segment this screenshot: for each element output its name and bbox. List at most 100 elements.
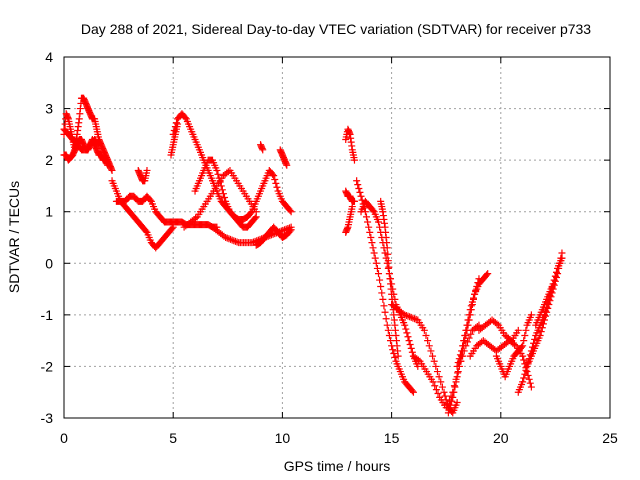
data-point-trail <box>544 304 552 312</box>
data-point-trail <box>537 328 545 336</box>
data-point-trail <box>424 337 432 345</box>
data-point <box>401 321 409 329</box>
data-point-trail <box>409 314 417 322</box>
data-point-trail <box>454 368 462 376</box>
data-point <box>228 236 236 244</box>
data-point-trail <box>456 351 464 359</box>
data-point-trail <box>168 224 176 232</box>
data-point-trail <box>520 337 528 345</box>
data-point <box>350 197 358 205</box>
data-point-trail <box>402 312 410 320</box>
data-point-trail <box>181 114 189 122</box>
data-point <box>252 213 260 221</box>
x-tick-label: 5 <box>169 430 177 446</box>
data-point-trail <box>461 331 469 339</box>
data-point-trail <box>518 343 526 351</box>
data-point-trail <box>493 320 501 328</box>
data-series <box>342 187 358 205</box>
data-point <box>549 280 557 288</box>
data-series <box>60 125 103 154</box>
y-tick-label: -1 <box>41 307 54 323</box>
data-series <box>134 166 151 185</box>
data-point <box>453 373 461 381</box>
data-point-trail <box>510 341 518 349</box>
data-point-trail <box>429 352 437 360</box>
data-point-trail <box>233 238 241 246</box>
data-point-trail <box>411 315 419 323</box>
data-point-trail <box>390 350 398 358</box>
data-point-trail <box>432 362 440 370</box>
data-series <box>180 166 260 231</box>
data-point-trail <box>521 331 529 339</box>
data-point-trail <box>414 356 422 364</box>
data-point-trail <box>273 183 281 191</box>
data-point-trail <box>364 218 372 226</box>
x-tick-label: 10 <box>275 430 291 446</box>
data-point <box>453 399 461 407</box>
data-point <box>379 295 387 303</box>
data-point-trail <box>526 379 534 387</box>
data-point-trail <box>431 382 439 390</box>
data-series <box>191 156 260 231</box>
data-point-trail <box>362 213 370 221</box>
data-point <box>433 368 441 376</box>
data-point-trail <box>381 308 389 316</box>
y-tick-label: 4 <box>45 49 53 65</box>
data-point-trail <box>412 315 420 323</box>
data-point <box>449 393 457 401</box>
y-axis-label: SDTVAR / TECUs <box>6 181 22 293</box>
data-point <box>353 177 361 185</box>
data-point-trail <box>459 342 467 350</box>
data-point <box>442 404 450 412</box>
data-point-trail <box>437 378 445 386</box>
data-point-trail <box>365 223 373 231</box>
data-point-trail <box>552 268 560 276</box>
data-point <box>484 270 492 278</box>
data-point-trail <box>214 170 222 178</box>
data-point-trail <box>373 264 381 272</box>
data-point <box>409 388 417 396</box>
data-point-trail <box>551 272 559 280</box>
data-point <box>370 249 378 257</box>
data-point <box>519 342 527 350</box>
data-series <box>342 125 358 164</box>
data-point-trail <box>225 235 233 243</box>
data-point-trail <box>467 302 475 310</box>
data-point-trail <box>224 168 232 176</box>
data-point-trail <box>286 227 294 235</box>
data-point-trail <box>522 366 530 374</box>
data-point-trail <box>465 311 473 319</box>
plot-frame <box>63 56 611 419</box>
data-point-trail <box>435 373 443 381</box>
data-point-trail <box>506 335 514 343</box>
data-point-trail <box>223 234 231 242</box>
data-point <box>444 409 452 417</box>
data-point <box>248 239 256 247</box>
data-point-trail <box>230 237 238 245</box>
data-point-trail <box>404 333 412 341</box>
data-point <box>440 388 448 396</box>
data-point <box>213 166 221 174</box>
data-point <box>462 326 470 334</box>
data-point-trail <box>391 353 399 361</box>
y-tick-label: 1 <box>45 204 53 220</box>
data-point <box>104 161 112 169</box>
data-point-trail <box>372 259 380 267</box>
data-point <box>514 326 522 334</box>
data-point-trail <box>286 206 294 214</box>
data-point <box>259 146 267 154</box>
data-point <box>374 270 382 278</box>
data-point <box>558 254 566 262</box>
data-point-trail <box>355 185 363 193</box>
y-tick-label: -2 <box>41 358 54 374</box>
data-point-trail <box>408 387 416 395</box>
data-point-trail <box>452 378 460 386</box>
data-point-trail <box>271 175 279 183</box>
data-point-trail <box>451 383 459 391</box>
data-point-trail <box>525 375 533 383</box>
data-point <box>357 192 365 200</box>
data-point-trail <box>454 359 462 367</box>
data-point-trail <box>406 313 414 321</box>
y-tick-label: 3 <box>45 101 53 117</box>
data-point <box>270 172 278 180</box>
